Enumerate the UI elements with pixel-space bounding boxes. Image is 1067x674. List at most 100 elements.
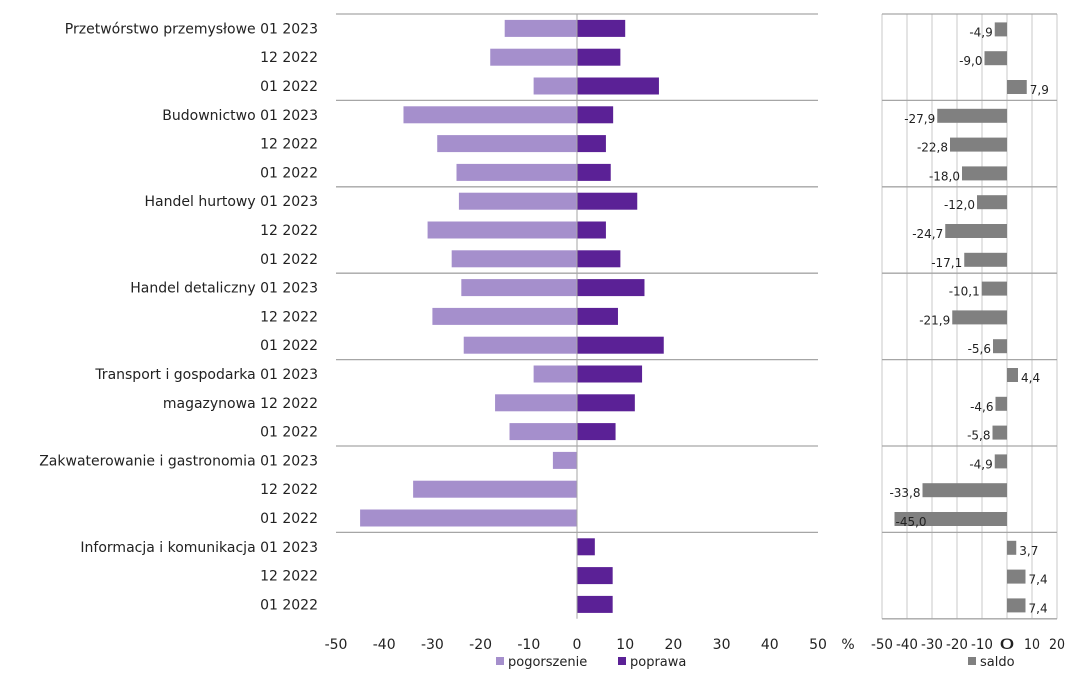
- category-label: Zakwaterowanie i gastronomia 01 2023: [39, 453, 318, 469]
- data-label-saldo: -18,0: [929, 169, 960, 183]
- data-label-saldo: -45,0: [896, 515, 927, 529]
- category-label: magazynowa 12 2022: [163, 396, 318, 412]
- category-label: 12 2022: [260, 569, 318, 585]
- category-label: Przetwórstwo przemysłowe 01 2023: [65, 21, 318, 37]
- data-label-saldo: -12,0: [944, 198, 975, 212]
- unit-label: %: [841, 637, 854, 653]
- x-tick-label: -10: [517, 637, 540, 653]
- bar-pogorszenie: [403, 106, 577, 124]
- bar-pogorszenie: [413, 480, 577, 498]
- data-label-saldo: -5,6: [968, 342, 991, 356]
- bar-saldo: [945, 224, 1007, 238]
- legend: pogorszenie poprawa saldo: [496, 655, 1015, 670]
- data-label-saldo: 4,4: [1021, 371, 1040, 385]
- saldo-bar-chart: -4,9 -9,0 7,9 -27,9 -22,8 -18,0 -12,0 -24,7 -17,…: [871, 13, 1065, 653]
- bar-pogorszenie: [451, 250, 577, 268]
- bar-poprawa: [577, 307, 618, 325]
- legend-swatch-pogorszenie: [496, 657, 504, 665]
- bar-poprawa: [577, 279, 645, 297]
- bar-pogorszenie: [456, 163, 577, 181]
- legend-swatch-saldo: [968, 657, 976, 665]
- bar-pogorszenie: [552, 451, 577, 469]
- data-label-saldo: 7,9: [1030, 83, 1049, 97]
- category-label: 01 2022: [260, 597, 318, 613]
- data-label-saldo: 3,7: [1019, 544, 1038, 558]
- category-label: Handel detaliczny 01 2023: [130, 281, 318, 297]
- main-bar-chart: Przetwórstwo przemysłowe 01 2023 12 2022 0…: [39, 13, 855, 653]
- bar-poprawa: [577, 77, 659, 95]
- x-tick-label: 50: [809, 637, 827, 653]
- x-tick-label: 10: [616, 637, 634, 653]
- bar-saldo: [952, 310, 1007, 325]
- bar-saldo: [992, 425, 1007, 440]
- bar-saldo: [950, 137, 1007, 152]
- bar-poprawa: [577, 423, 616, 441]
- data-label-saldo: 7,4: [1029, 601, 1048, 615]
- bar-poprawa: [577, 106, 614, 124]
- bar-saldo: [962, 166, 1007, 181]
- legend-swatch-poprawa: [618, 657, 626, 665]
- bar-pogorszenie: [495, 394, 577, 412]
- x-tick-label: -30: [421, 637, 444, 653]
- bar-pogorszenie: [509, 423, 577, 441]
- bar-saldo: [1007, 540, 1017, 555]
- bar-pogorszenie: [504, 19, 577, 37]
- data-label-saldo: -24,7: [912, 227, 943, 241]
- x-tick-label: 10: [1024, 637, 1040, 653]
- bar-saldo: [894, 512, 1007, 526]
- bar-pogorszenie: [437, 135, 577, 153]
- x-tick-label: -30: [921, 637, 943, 653]
- bar-saldo: [922, 483, 1007, 498]
- x-tick-label: 20: [1049, 637, 1065, 653]
- data-label-saldo: -5,8: [967, 429, 990, 443]
- x-tick-label: -50: [325, 637, 348, 653]
- bar-poprawa: [577, 365, 643, 383]
- x-tick-label: -40: [373, 637, 396, 653]
- data-label-saldo: -4,9: [969, 457, 992, 471]
- bar-poprawa: [577, 394, 635, 412]
- data-label-saldo: -10,1: [949, 285, 980, 299]
- bar-saldo: [1007, 80, 1027, 94]
- category-label: 01 2022: [260, 425, 318, 441]
- category-label: Handel hurtowy 01 2023: [145, 194, 318, 210]
- data-label-saldo: -9,0: [959, 54, 982, 68]
- x-tick-label: 30: [713, 637, 731, 653]
- bar-poprawa: [577, 567, 613, 585]
- x-tick-label: -10: [971, 637, 993, 653]
- category-label: 01 2022: [260, 252, 318, 268]
- bar-saldo: [981, 281, 1007, 296]
- x-tick-label: 40: [761, 637, 779, 653]
- bar-saldo: [993, 339, 1007, 354]
- category-label: Transport i gospodarka 01 2023: [94, 367, 318, 383]
- category-label: 01 2022: [260, 79, 318, 95]
- legend-label-poprawa: poprawa: [630, 655, 686, 670]
- x-tick-label: 0: [573, 637, 582, 653]
- category-label: 01 2022: [260, 165, 318, 181]
- category-label: 12 2022: [260, 309, 318, 325]
- bar-pogorszenie: [458, 192, 577, 210]
- bar-poprawa: [577, 595, 613, 613]
- data-label-saldo: 7,4: [1029, 573, 1048, 587]
- x-tick-label: -20: [946, 637, 968, 653]
- bar-poprawa: [577, 135, 606, 153]
- data-label-saldo: -22,8: [917, 141, 948, 155]
- category-label: Budownictwo 01 2023: [162, 108, 318, 124]
- data-label-saldo: -21,9: [919, 313, 950, 327]
- category-label: 12 2022: [260, 50, 318, 66]
- bar-pogorszenie: [533, 77, 577, 95]
- bar-saldo: [995, 396, 1007, 411]
- bar-saldo: [964, 252, 1007, 267]
- legend-label-saldo: saldo: [980, 655, 1015, 670]
- bar-pogorszenie: [533, 365, 577, 383]
- bar-saldo: [1007, 598, 1026, 613]
- bar-pogorszenie: [461, 279, 577, 297]
- x-tick-label: -20: [469, 637, 492, 653]
- data-label-saldo: -17,1: [931, 256, 962, 270]
- x-tick-label: -40: [896, 637, 918, 653]
- category-label: 12 2022: [260, 482, 318, 498]
- bar-pogorszenie: [427, 221, 577, 239]
- bar-saldo: [994, 454, 1007, 469]
- data-label-saldo: -33,8: [889, 486, 920, 500]
